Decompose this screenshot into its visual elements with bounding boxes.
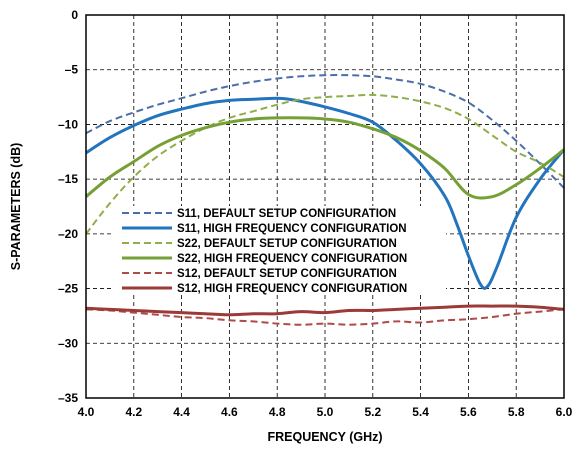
x-tick-label: 5.8 xyxy=(508,405,525,419)
y-tick-label: 0 xyxy=(71,8,78,22)
x-tick-label: 4.8 xyxy=(269,405,286,419)
series-lines xyxy=(85,74,566,326)
series-line-3 xyxy=(85,93,565,235)
y-tick-label: –25 xyxy=(58,282,78,296)
plot-area-border xyxy=(85,14,565,399)
x-tick-label: 4.0 xyxy=(78,405,95,419)
x-tick-label: 4.6 xyxy=(221,405,238,419)
legend-label: S22, DEFAULT SETUP CONFIGURATION xyxy=(177,238,397,250)
legend-background xyxy=(112,206,446,294)
x-tick-label: 5.4 xyxy=(412,405,429,419)
series-line-4 xyxy=(85,116,565,200)
x-tick-label: 5.0 xyxy=(317,405,334,419)
y-tick-label: –35 xyxy=(58,391,78,405)
x-tick-label: 6.0 xyxy=(556,405,573,419)
series-line-2 xyxy=(85,96,566,290)
y-tick-label: –10 xyxy=(58,117,78,131)
legend-label: S12, HIGH FREQUENCY CONFIGURATION xyxy=(177,283,407,295)
series-line-5 xyxy=(85,308,565,326)
x-axis-label: FREQUENCY (GHz) xyxy=(267,430,382,444)
y-tick-label: –20 xyxy=(58,227,78,241)
y-tick-label: –5 xyxy=(65,63,79,77)
legend-label: S12, DEFAULT SETUP CONFIGURATION xyxy=(177,268,397,280)
series-line-1 xyxy=(85,74,565,189)
x-tick-label: 5.6 xyxy=(460,405,477,419)
y-tick-label: –30 xyxy=(58,336,78,350)
y-axis-label: S-PARAMETERS (dB) xyxy=(9,143,23,271)
x-tick-label: 4.4 xyxy=(173,405,190,419)
x-tick-label: 5.2 xyxy=(364,405,381,419)
y-tick-labels: 0 –5 –10 –15 –20 –25 –30 –35 xyxy=(58,8,78,405)
x-tick-labels: 4.0 4.2 4.4 4.6 4.8 5.0 5.2 5.4 5.6 5.8 6.0 xyxy=(78,405,573,419)
y-tick-label: –15 xyxy=(58,172,78,186)
x-tick-label: 4.2 xyxy=(125,405,142,419)
legend-label: S22, HIGH FREQUENCY CONFIGURATION xyxy=(177,253,407,265)
legend-label: S11, HIGH FREQUENCY CONFIGURATION xyxy=(177,223,407,235)
legend: S11, DEFAULT SETUP CONFIGURATION S11, HIG… xyxy=(112,206,446,295)
legend-label: S11, DEFAULT SETUP CONFIGURATION xyxy=(177,208,396,220)
series-line-6 xyxy=(85,304,565,317)
